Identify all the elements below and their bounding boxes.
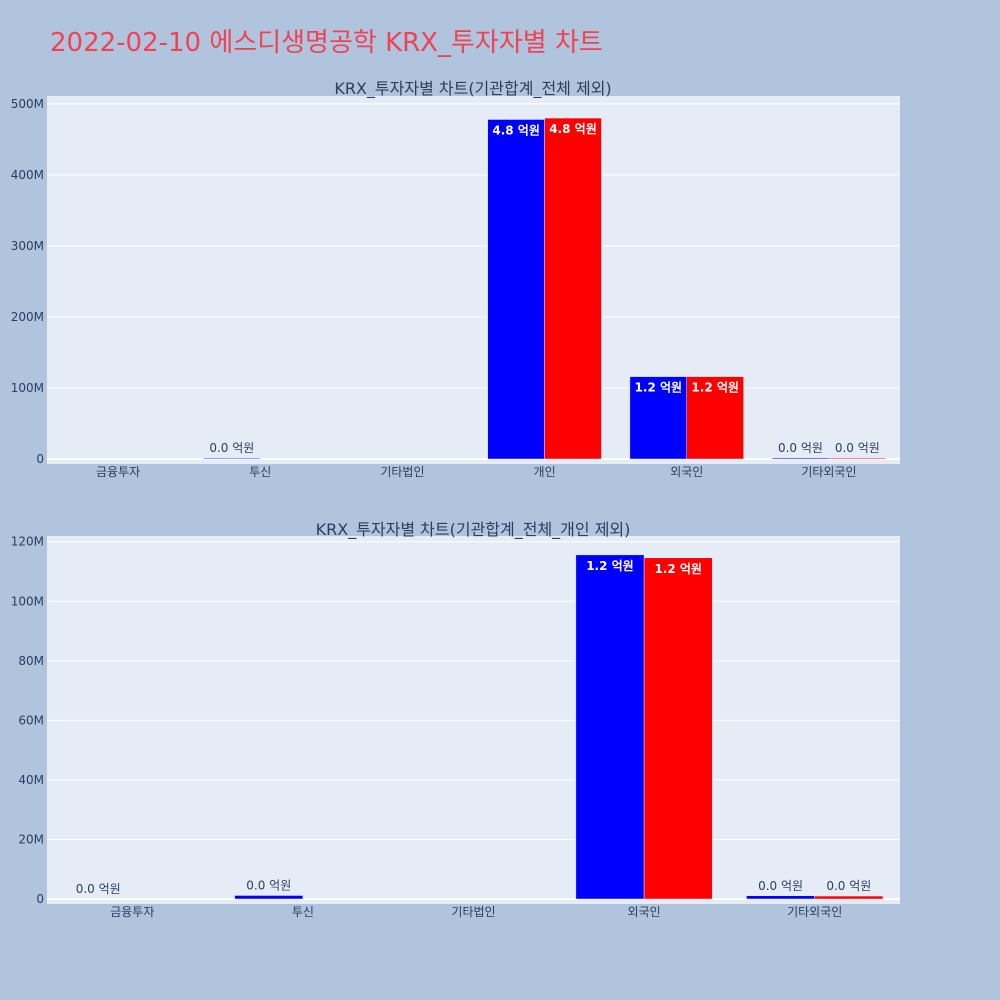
data-label: 4.8 억원 [492,123,540,137]
bar [544,117,602,460]
x-tick-label: 금융투자 [110,905,154,919]
y-tick-label: 60M [18,713,44,727]
data-label: 0.0 억원 [826,879,871,893]
data-label: 0.0 억원 [209,441,254,455]
x-tick-label: 투신 [292,905,314,919]
investor-chart-bottom: 0.0 억원 0.0 억원 1.2 억원 1.2 억원 0.0 억원 0.0 억원 0 20… [11,520,900,919]
bar [203,457,261,460]
y-tick-label: 400M [11,168,44,182]
bar [643,557,713,900]
bar [686,376,744,460]
x-tick-label: 기타외국인 [787,905,842,919]
chart-title: KRX_투자자별 차트(기관합계_전체_개인 제외) [316,520,631,540]
bar [746,895,815,900]
data-label: 0.0 억원 [76,882,121,896]
x-tick-label: 기타외국인 [801,465,856,479]
y-tick-label: 100M [11,594,44,608]
data-label: 1.2 억원 [586,559,634,573]
x-tick-label: 기타법인 [451,905,495,919]
data-label: 0.0 억원 [758,879,803,893]
y-tick-label: 200M [11,310,44,324]
data-label: 1.2 억원 [635,381,683,395]
data-label: 4.8 억원 [549,122,597,136]
y-tick-label: 0 [36,452,44,466]
x-tick-label: 기타법인 [380,465,424,479]
page-title: 2022-02-10 에스디생명공학 KRX_투자자별 차트 [50,28,603,58]
bar [814,895,884,900]
y-tick-label: 40M [18,773,44,787]
data-label: 0.0 억원 [246,878,291,892]
chart-title: KRX_투자자별 차트(기관합계_전체 제외) [334,79,611,99]
bar [828,457,887,460]
data-label: 0.0 억원 [835,441,880,455]
plot-area [47,96,900,464]
y-tick-label: 120M [11,535,44,549]
x-tick-label: 외국인 [628,905,661,919]
bar [487,119,545,460]
y-tick-label: 0 [36,892,44,906]
data-label: 1.2 억원 [691,381,739,395]
x-tick-label: 금융투자 [96,465,140,479]
bar [234,895,304,900]
y-tick-label: 300M [11,239,44,253]
y-tick-label: 20M [18,832,44,846]
data-label: 1.2 억원 [654,562,702,576]
data-label: 0.0 억원 [778,441,823,455]
investor-chart-top: 0.0 억원 4.8 억원 4.8 억원 1.2 억원 1.2 억원 0.0 억원 0.0 … [11,79,900,479]
x-tick-label: 투신 [249,465,271,479]
bar [575,554,645,900]
x-tick-label: 외국인 [670,465,703,479]
y-tick-label: 80M [18,654,44,668]
bar [771,457,830,460]
x-tick-label: 개인 [534,465,556,479]
y-tick-label: 100M [11,381,44,395]
bar [629,376,688,460]
y-tick-label: 500M [11,97,44,111]
